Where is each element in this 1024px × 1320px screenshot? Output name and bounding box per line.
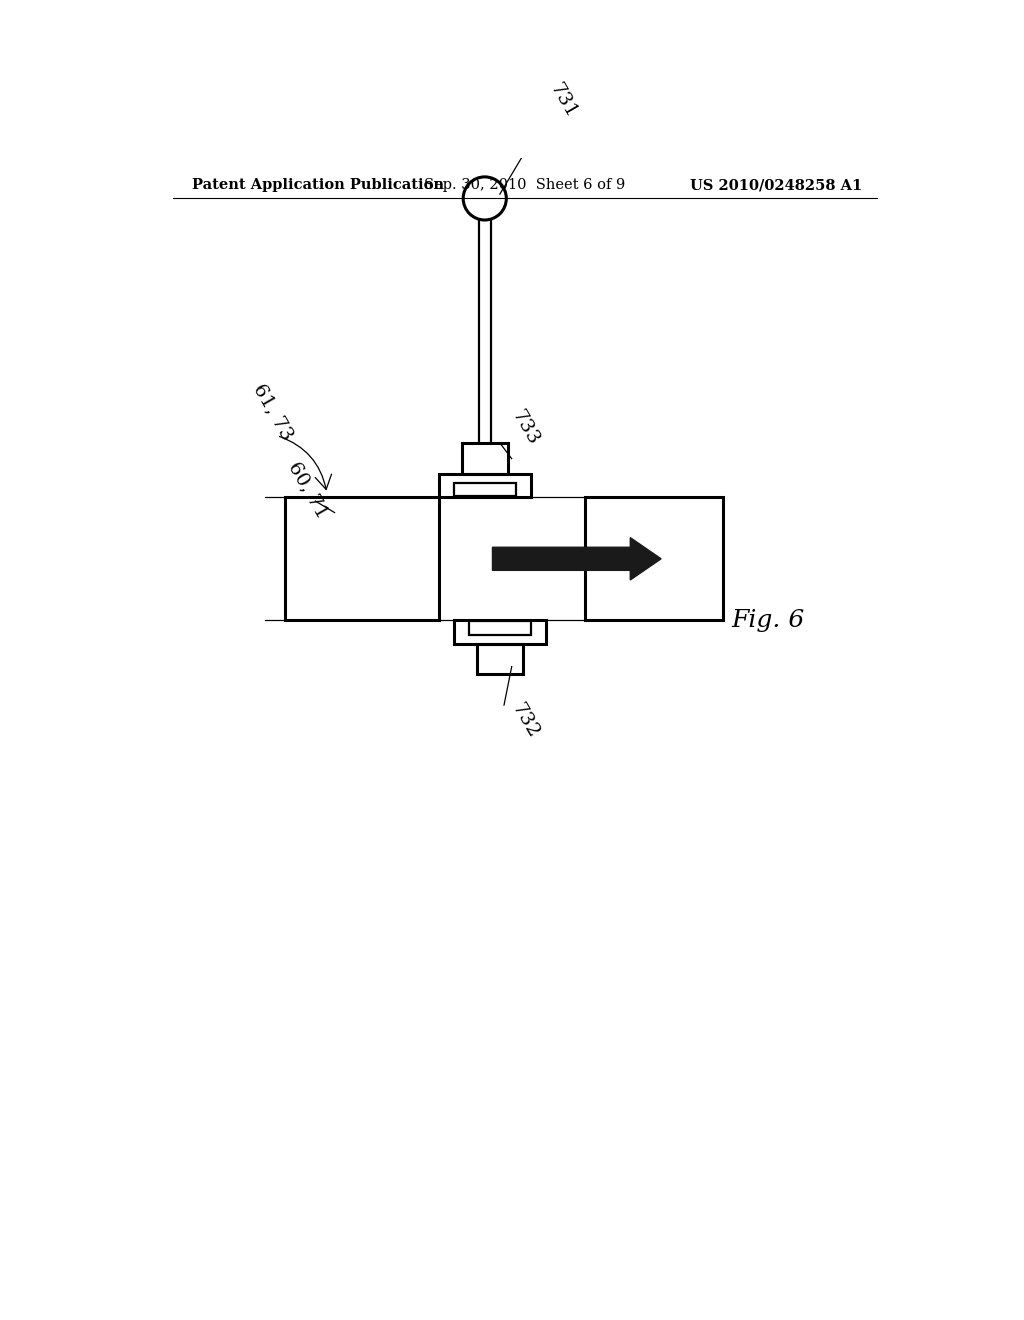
Text: Fig. 6: Fig. 6 [731,609,805,632]
Bar [585,498,724,620]
FancyArrowPatch shape [280,437,332,490]
Bar [454,483,515,496]
FancyArrow shape [493,537,662,579]
Text: 731: 731 [547,81,581,121]
Bar [438,474,531,498]
Text: 61, 73: 61, 73 [250,381,297,444]
Text: Patent Application Publication: Patent Application Publication [193,178,444,193]
Text: 60, 71: 60, 71 [285,458,331,521]
Bar [462,444,508,474]
Text: Sep. 30, 2010  Sheet 6 of 9: Sep. 30, 2010 Sheet 6 of 9 [424,178,626,193]
Bar [285,498,438,620]
Bar [454,620,547,644]
Text: 732: 732 [508,700,542,741]
Bar [469,622,531,635]
Text: US 2010/0248258 A1: US 2010/0248258 A1 [690,178,862,193]
Bar [477,644,523,675]
Text: 733: 733 [508,407,542,449]
